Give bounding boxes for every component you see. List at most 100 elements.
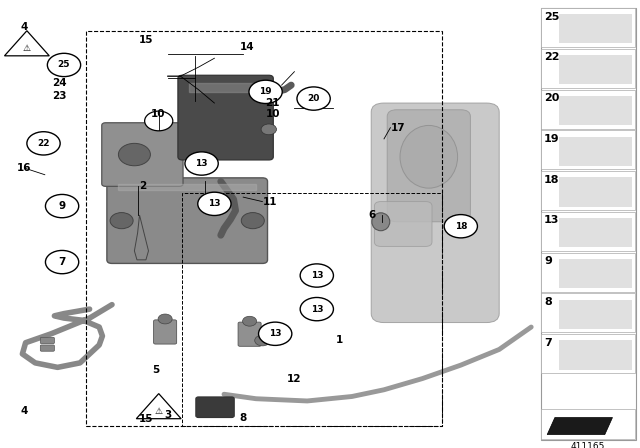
Text: 2: 2 (140, 181, 147, 191)
Polygon shape (189, 83, 262, 92)
Polygon shape (4, 31, 49, 56)
FancyBboxPatch shape (559, 96, 632, 125)
FancyBboxPatch shape (374, 202, 432, 246)
FancyBboxPatch shape (541, 293, 635, 332)
Text: 15: 15 (139, 35, 153, 45)
Text: 8: 8 (239, 414, 247, 423)
Text: 411165: 411165 (571, 442, 605, 448)
FancyBboxPatch shape (541, 8, 635, 47)
Circle shape (198, 192, 231, 215)
Text: 17: 17 (390, 123, 405, 133)
Text: 18: 18 (454, 222, 467, 231)
Circle shape (243, 316, 257, 326)
FancyBboxPatch shape (559, 14, 632, 43)
Text: 11: 11 (262, 197, 277, 207)
FancyBboxPatch shape (559, 177, 632, 207)
Text: 18: 18 (544, 175, 559, 185)
Text: 7: 7 (58, 257, 66, 267)
Circle shape (300, 297, 333, 321)
Polygon shape (118, 184, 256, 190)
Circle shape (27, 132, 60, 155)
Circle shape (297, 87, 330, 110)
Text: 9: 9 (58, 201, 66, 211)
Text: 13: 13 (544, 215, 559, 225)
FancyBboxPatch shape (238, 322, 261, 346)
FancyBboxPatch shape (107, 178, 268, 263)
Ellipse shape (372, 213, 390, 231)
Polygon shape (136, 394, 181, 419)
Text: 19: 19 (259, 87, 272, 96)
Circle shape (241, 213, 264, 228)
Text: 9: 9 (544, 256, 552, 266)
Text: 21: 21 (266, 98, 280, 108)
Circle shape (249, 80, 282, 103)
FancyBboxPatch shape (559, 259, 632, 288)
FancyBboxPatch shape (102, 123, 183, 186)
Text: 5: 5 (152, 365, 159, 375)
FancyBboxPatch shape (541, 409, 635, 439)
FancyBboxPatch shape (559, 137, 632, 166)
Text: 13: 13 (310, 305, 323, 314)
Text: 15: 15 (139, 414, 153, 424)
Text: 10: 10 (266, 109, 280, 119)
Text: 6: 6 (368, 210, 375, 220)
FancyBboxPatch shape (541, 171, 635, 210)
Text: 7: 7 (544, 338, 552, 348)
Text: 24: 24 (52, 78, 67, 88)
FancyBboxPatch shape (541, 90, 635, 129)
Text: 4: 4 (20, 406, 28, 416)
Text: 22: 22 (544, 52, 559, 62)
FancyBboxPatch shape (40, 337, 54, 344)
FancyBboxPatch shape (541, 130, 635, 169)
Ellipse shape (400, 125, 458, 188)
FancyBboxPatch shape (387, 110, 470, 222)
FancyBboxPatch shape (559, 218, 632, 247)
Text: 1: 1 (336, 336, 343, 345)
FancyBboxPatch shape (154, 320, 177, 344)
FancyBboxPatch shape (371, 103, 499, 323)
Circle shape (185, 152, 218, 175)
Text: 23: 23 (52, 91, 67, 101)
Text: 10: 10 (150, 109, 165, 119)
Circle shape (118, 143, 150, 166)
Circle shape (261, 124, 276, 135)
FancyBboxPatch shape (541, 8, 636, 440)
FancyBboxPatch shape (541, 49, 635, 88)
Text: 22: 22 (37, 139, 50, 148)
Circle shape (110, 213, 133, 228)
Circle shape (158, 314, 172, 324)
Text: 20: 20 (307, 94, 320, 103)
Text: 20: 20 (544, 93, 559, 103)
FancyBboxPatch shape (541, 212, 635, 251)
Circle shape (145, 111, 173, 131)
Circle shape (47, 53, 81, 77)
Text: 13: 13 (269, 329, 282, 338)
Text: 13: 13 (195, 159, 208, 168)
Circle shape (444, 215, 477, 238)
Polygon shape (134, 215, 148, 260)
Text: 13: 13 (310, 271, 323, 280)
Circle shape (255, 335, 270, 346)
FancyBboxPatch shape (559, 55, 632, 84)
Text: 12: 12 (287, 374, 301, 383)
Text: 8: 8 (544, 297, 552, 307)
Text: 3: 3 (164, 410, 172, 420)
Circle shape (45, 250, 79, 274)
Text: 16: 16 (17, 163, 31, 173)
Text: 25: 25 (58, 60, 70, 69)
Text: ⚠: ⚠ (23, 44, 31, 53)
Text: 14: 14 (240, 42, 255, 52)
Polygon shape (547, 418, 612, 435)
Text: 19: 19 (544, 134, 559, 144)
Circle shape (45, 194, 79, 218)
Text: ⚠: ⚠ (155, 407, 163, 416)
Text: 25: 25 (544, 12, 559, 22)
Text: 4: 4 (20, 22, 28, 32)
FancyBboxPatch shape (178, 75, 273, 160)
Circle shape (259, 322, 292, 345)
FancyBboxPatch shape (559, 300, 632, 329)
FancyBboxPatch shape (541, 253, 635, 292)
FancyBboxPatch shape (559, 340, 632, 370)
FancyBboxPatch shape (40, 345, 54, 351)
FancyBboxPatch shape (196, 397, 234, 418)
